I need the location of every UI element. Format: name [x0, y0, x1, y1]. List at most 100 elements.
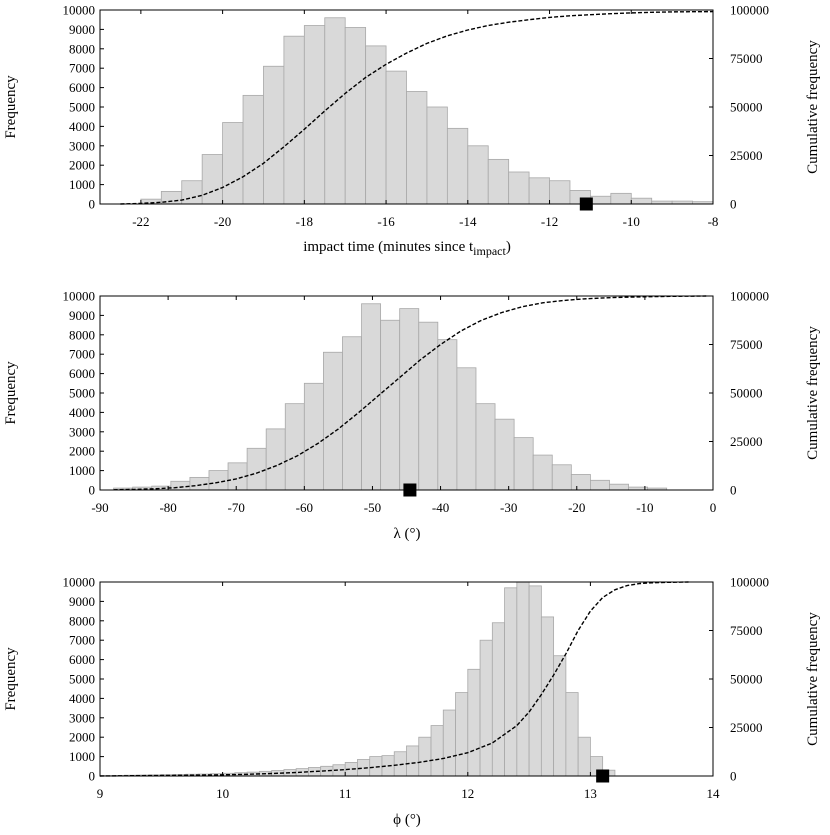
- histogram-bar: [630, 197, 653, 205]
- panel-phi: 0100020003000400050006000700080009000100…: [3, 575, 821, 829]
- x-tick-label: 12: [461, 786, 474, 801]
- cumulative-line: [113, 295, 707, 491]
- y-tick-label: 6000: [69, 366, 95, 381]
- histogram-bar: [494, 418, 515, 491]
- histogram-bar: [342, 336, 362, 491]
- ticks-group: 0100020003000400050006000700080009000100…: [63, 575, 770, 802]
- y-tick-label: 3000: [69, 424, 95, 439]
- histogram-bar: [508, 171, 530, 205]
- x-tick-label: 10: [216, 786, 229, 801]
- histogram-bar: [442, 709, 456, 777]
- x-tick-label: 11: [339, 786, 352, 801]
- histogram-bar: [263, 65, 285, 205]
- histogram-bar: [609, 483, 629, 491]
- y-tick-label: 0: [89, 197, 96, 212]
- bars-group: [113, 303, 668, 491]
- y2-tick-label: 0: [730, 197, 737, 212]
- x-tick-label: -12: [541, 214, 558, 229]
- y2-axis-title: Cumulative frequency: [805, 40, 821, 174]
- histogram-bar: [528, 585, 542, 777]
- histogram-bar: [491, 622, 505, 777]
- y-tick-label: 9000: [69, 22, 95, 37]
- x-tick-label: -50: [364, 500, 381, 515]
- histogram-bar: [201, 154, 224, 205]
- histogram-bar: [385, 70, 407, 205]
- cumulative-line: [120, 10, 714, 205]
- histogram-bar: [303, 382, 324, 491]
- y-tick-label: 5000: [69, 386, 95, 401]
- histogram-bar: [323, 351, 343, 491]
- histogram-bar: [456, 367, 477, 491]
- y-axis-title: Frequency: [3, 647, 19, 711]
- histogram-bar: [181, 180, 203, 205]
- x-tick-label: -20: [568, 500, 585, 515]
- x-tick-label: -20: [214, 214, 231, 229]
- x-axis-title-sub: impact: [473, 244, 506, 258]
- histogram-bar: [357, 759, 371, 777]
- histogram-bar: [516, 581, 530, 777]
- histogram-bar: [446, 127, 469, 205]
- y-tick-label: 2000: [69, 444, 95, 459]
- y-tick-label: 1000: [69, 749, 95, 764]
- y-tick-label: 3000: [69, 710, 95, 725]
- histogram-bar: [284, 403, 305, 491]
- x-tick-label: -70: [228, 500, 245, 515]
- best-fit-marker: [403, 483, 417, 497]
- histogram-bar: [426, 106, 448, 205]
- histogram-bar: [532, 454, 553, 491]
- histogram-bar: [549, 180, 571, 205]
- x-axis-title: ϕ (°): [393, 812, 421, 828]
- y2-tick-label: 75000: [730, 337, 763, 352]
- y-tick-label: 10000: [63, 3, 96, 18]
- histogram-bar: [283, 35, 305, 205]
- y-tick-label: 3000: [69, 138, 95, 153]
- y2-tick-label: 0: [730, 483, 737, 498]
- histogram-bar: [467, 145, 489, 205]
- y-tick-label: 7000: [69, 61, 95, 76]
- y2-tick-label: 75000: [730, 51, 763, 66]
- panel-impact-time: 0 1000 2000 3000 4000 5000 6000 7000 8000 9000 100…: [3, 3, 821, 259]
- y2-tick-label: 25000: [730, 720, 763, 735]
- x-tick-label: 9: [97, 786, 104, 801]
- histogram-bar: [380, 319, 401, 491]
- y-tick-label: 4000: [69, 405, 95, 420]
- panel-lambda: 0 1000 2000 3000 4000 5000 6000 7000 8000 9000 100…: [3, 289, 821, 543]
- y-axis-title: Frequency: [3, 361, 19, 425]
- y-tick-label: 8000: [69, 613, 95, 628]
- histogram-bar: [418, 736, 432, 777]
- y-tick-label: 4000: [69, 691, 95, 706]
- histogram-bar: [344, 27, 367, 205]
- y-tick-label: 6000: [69, 652, 95, 667]
- y2-tick-label: 100000: [730, 575, 769, 590]
- histogram-bar: [528, 177, 550, 205]
- histogram-bar: [369, 756, 383, 777]
- best-fit-marker: [596, 769, 610, 783]
- x-tick-label: -16: [377, 214, 395, 229]
- y2-tick-label: 25000: [730, 148, 763, 163]
- ticks-group: 0100020003000400050006000700080009000100…: [63, 3, 770, 230]
- histogram-bar: [246, 447, 267, 491]
- x-axis-title: impact time (minutes since timpact): [303, 239, 511, 258]
- x-tick-label: -40: [432, 500, 449, 515]
- y2-tick-label: 50000: [730, 386, 763, 401]
- histogram-bar: [475, 403, 496, 491]
- y-tick-label: 9000: [69, 308, 95, 323]
- x-tick-label: -30: [500, 500, 517, 515]
- cumulative-line: [99, 581, 689, 777]
- histogram-bar: [242, 94, 264, 205]
- y2-tick-label: 75000: [730, 623, 763, 638]
- histogram-bar: [399, 308, 420, 491]
- y-tick-label: 0: [89, 769, 96, 784]
- x-tick-label: -14: [459, 214, 477, 229]
- x-axis-title-end: ): [506, 239, 511, 255]
- histogram-bar: [540, 616, 555, 777]
- y2-tick-label: 50000: [730, 100, 763, 115]
- y-tick-label: 9000: [69, 594, 95, 609]
- y-tick-label: 8000: [69, 41, 95, 56]
- y-tick-label: 1000: [69, 177, 95, 192]
- y-tick-label: 10000: [63, 575, 96, 590]
- histogram-bar: [227, 462, 248, 491]
- histogram-bar: [265, 428, 286, 491]
- y-tick-label: 0: [89, 483, 96, 498]
- y-tick-label: 2000: [69, 730, 95, 745]
